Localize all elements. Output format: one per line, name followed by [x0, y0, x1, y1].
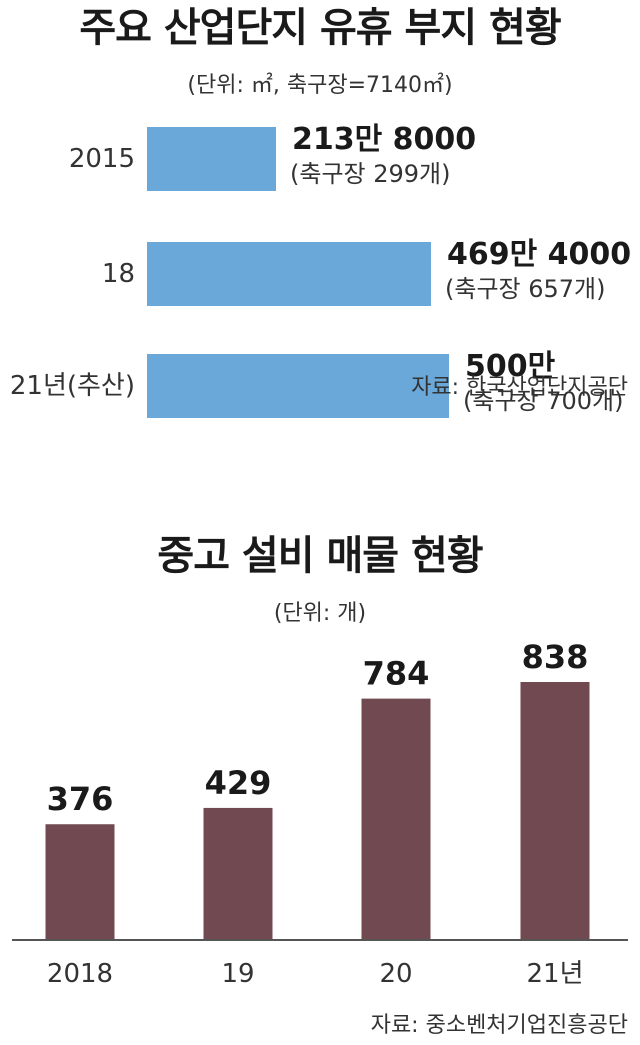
chart2-category-label: 2018	[47, 959, 113, 989]
chart2-title: 중고 설비 매물 현황	[157, 533, 483, 579]
chart2-value-label: 838	[522, 638, 589, 676]
chart2-bar	[361, 698, 431, 940]
chart2-value-label: 429	[205, 764, 272, 802]
chart1-value-label: 213만 8000	[292, 122, 477, 157]
chart1-category-label: 2015	[68, 144, 135, 174]
chart2-plot: 376 2018 429 19 784 20 838 21년	[12, 638, 628, 989]
chart2-category-label: 19	[221, 959, 254, 989]
chart1-bar	[147, 242, 431, 306]
chart2-value-label: 784	[363, 655, 430, 693]
chart2-source: 자료: 중소벤처기업진흥공단	[370, 1013, 628, 1038]
chart2-value-label: 376	[47, 780, 114, 818]
chart1-title: 주요 산업단지 유휴 부지 현황	[79, 5, 561, 51]
chart1-source: 자료: 한국산업단지공단	[411, 375, 628, 400]
chart1-bar	[147, 127, 276, 191]
chart2-bar	[520, 682, 590, 940]
chart2-category-label: 21년	[526, 959, 583, 989]
chart2-bar	[45, 824, 115, 940]
chart1-category-label: 18	[101, 259, 135, 289]
chart1-bar	[147, 354, 449, 418]
chart1-unit-note: (단위: ㎡, 축구장=7140㎡)	[187, 73, 453, 98]
chart1-category-label: 21년(추산)	[9, 371, 135, 401]
chart1-value-label: 500만	[465, 349, 556, 384]
chart2-category-label: 20	[379, 959, 412, 989]
chart2-bar	[203, 807, 273, 940]
chart2-unit-note: (단위: 개)	[273, 601, 367, 626]
chart1-sub-label: (축구장 700개)	[463, 387, 624, 415]
chart1-sub-label: (축구장 657개)	[445, 275, 606, 303]
chart1-sub-label: (축구장 299개)	[290, 160, 451, 188]
chart1-value-label: 469만 4000	[447, 237, 632, 272]
